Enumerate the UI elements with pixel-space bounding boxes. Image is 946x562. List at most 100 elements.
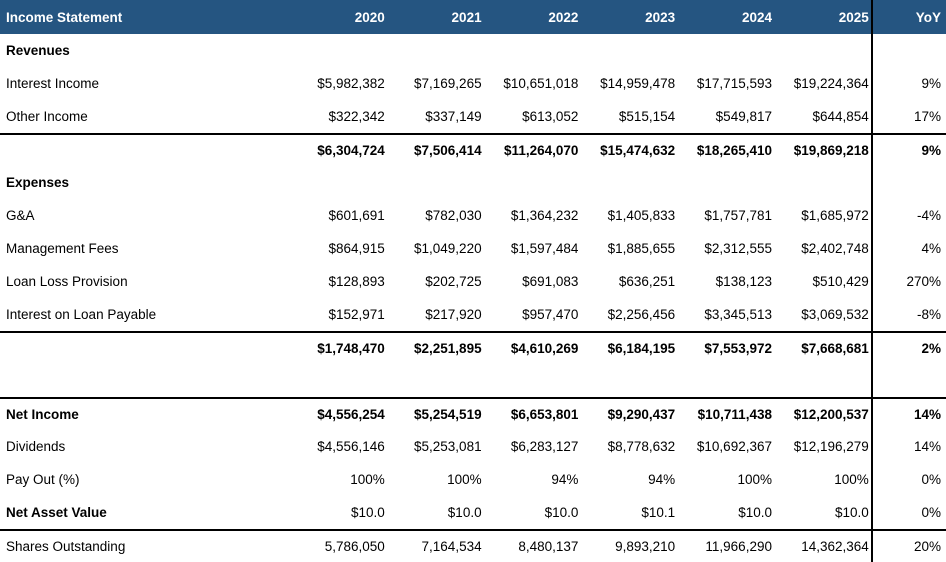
table-row: Interest on Loan Payable $152,971 $217,9… — [0, 298, 946, 331]
row-value: $10,692,367 — [696, 439, 772, 454]
row-yoy-value: 14% — [913, 407, 941, 422]
table-row: G&A $601,691 $782,030 $1,364,232 $1,405,… — [0, 199, 946, 232]
row-value: $1,748,470 — [317, 341, 385, 356]
row-value: $3,069,532 — [801, 307, 869, 322]
row-yoy-value: -8% — [916, 307, 941, 322]
row-label: Shares Outstanding — [6, 539, 126, 554]
row-value: $5,254,519 — [414, 407, 482, 422]
row-value: $601,691 — [328, 208, 385, 223]
row-value: $12,200,537 — [793, 407, 869, 422]
row-value — [486, 34, 583, 67]
row-value: 8,480,137 — [518, 539, 579, 554]
row-value: $10,711,438 — [697, 407, 772, 422]
row-value — [776, 166, 873, 199]
row-label: G&A — [6, 208, 35, 223]
row-value — [776, 34, 873, 67]
row-value: $613,052 — [522, 109, 579, 124]
row-yoy-value: -4% — [916, 208, 941, 223]
row-yoy-value: 9% — [921, 143, 941, 158]
row-value: 7,164,534 — [421, 539, 482, 554]
row-label: Interest on Loan Payable — [6, 307, 157, 322]
row-yoy-value: 2% — [921, 341, 941, 356]
table-row: Revenues — [0, 34, 946, 67]
row-value — [389, 166, 486, 199]
row-value — [776, 364, 873, 397]
row-label — [0, 333, 292, 364]
row-value: $1,885,655 — [607, 241, 676, 256]
row-value: $549,817 — [715, 109, 772, 124]
row-value: $864,915 — [328, 241, 385, 256]
row-yoy-value — [873, 166, 946, 199]
row-yoy-value — [873, 364, 946, 397]
row-value — [292, 364, 389, 397]
row-value: $782,030 — [425, 208, 482, 223]
row-value: $6,304,724 — [317, 143, 385, 158]
row-value: $1,049,220 — [414, 241, 482, 256]
table-row: Interest Income $5,982,382 $7,169,265 $1… — [0, 67, 946, 100]
row-value: $15,474,632 — [600, 143, 676, 158]
row-value: 100% — [447, 472, 482, 487]
row-value: $1,364,232 — [510, 208, 579, 223]
row-value: $7,506,414 — [414, 143, 482, 158]
row-value: $515,154 — [618, 109, 676, 124]
row-yoy-value: 270% — [906, 274, 941, 289]
row-label: Other Income — [6, 109, 88, 124]
row-yoy-value: 14% — [913, 439, 941, 454]
row-value: $1,757,781 — [704, 208, 772, 223]
row-value: $4,610,269 — [510, 341, 579, 356]
row-value: $337,149 — [425, 109, 482, 124]
row-value — [292, 166, 389, 199]
row-value — [389, 364, 486, 397]
row-value: $510,429 — [812, 274, 869, 289]
row-value: $1,597,484 — [510, 241, 579, 256]
row-value: $644,854 — [812, 109, 869, 124]
row-value: $322,342 — [328, 109, 385, 124]
row-value: $128,893 — [328, 274, 385, 289]
year-column-header: 2022 — [548, 9, 579, 25]
row-value — [292, 34, 389, 67]
row-value: $5,982,382 — [317, 76, 385, 91]
table-row: Net Asset Value $10.0 $10.0 $10.0 $10.1 … — [0, 496, 946, 529]
table-row: Loan Loss Provision $128,893 $202,725 $6… — [0, 265, 946, 298]
row-value: $152,971 — [328, 307, 385, 322]
yoy-divider-line — [871, 0, 873, 562]
row-value: $6,283,127 — [510, 439, 579, 454]
row-value: $4,556,254 — [317, 407, 385, 422]
row-value — [582, 364, 679, 397]
row-value — [679, 364, 776, 397]
row-value: $2,312,555 — [704, 241, 772, 256]
row-value: $957,470 — [522, 307, 579, 322]
row-yoy-value: 4% — [921, 241, 941, 256]
year-column-header: 2023 — [645, 9, 676, 25]
row-value: $5,253,081 — [414, 439, 482, 454]
row-value: $2,402,748 — [801, 241, 869, 256]
row-yoy-value: 0% — [921, 505, 941, 520]
row-label: Net Income — [6, 407, 79, 422]
row-label: Revenues — [6, 43, 70, 58]
table-row: Dividends $4,556,146 $5,253,081 $6,283,1… — [0, 430, 946, 463]
row-value: $10.0 — [351, 505, 385, 520]
row-yoy-value: 0% — [921, 472, 941, 487]
row-value: $11,264,070 — [504, 143, 579, 158]
year-column-header: 2024 — [741, 9, 772, 25]
row-label — [0, 364, 292, 397]
row-value: $217,920 — [425, 307, 482, 322]
row-value: $18,265,410 — [696, 143, 772, 158]
row-value: $12,196,279 — [793, 439, 869, 454]
yoy-column-header: YoY — [915, 9, 941, 25]
row-value: $7,553,972 — [704, 341, 772, 356]
table-header-row: Income Statement 2020 2021 2022 2023 202… — [0, 0, 946, 34]
row-value: $636,251 — [618, 274, 676, 289]
row-value: $10.0 — [738, 505, 772, 520]
row-value: $2,256,456 — [607, 307, 676, 322]
row-value — [679, 166, 776, 199]
row-value — [389, 34, 486, 67]
row-value: 100% — [737, 472, 772, 487]
row-value: 11,966,290 — [705, 539, 772, 554]
row-value: 9,893,210 — [615, 539, 676, 554]
year-column-header: 2021 — [451, 9, 482, 25]
table-row: Management Fees $864,915 $1,049,220 $1,5… — [0, 232, 946, 265]
row-value: $8,778,632 — [607, 439, 676, 454]
row-label — [0, 135, 292, 166]
